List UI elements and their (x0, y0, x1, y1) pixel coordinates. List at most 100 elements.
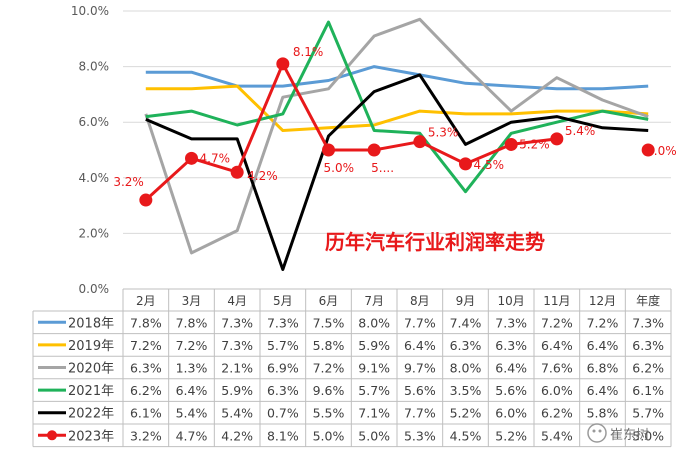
data-point (230, 165, 244, 179)
table-cell: 7.3% (221, 338, 253, 353)
watermark-icon-eye (598, 429, 602, 433)
table-cell: 7.7% (404, 406, 436, 421)
y-tick-label: 8.0% (79, 60, 110, 74)
table-cell: 6.4% (541, 338, 573, 353)
table-cell: 7.3% (267, 315, 299, 330)
table-cell: 4.5% (450, 428, 482, 443)
series-line (145, 20, 649, 194)
legend-label: 2022年 (68, 407, 114, 422)
x-tick-label: 3月 (182, 294, 202, 308)
data-label: 4.5% (474, 158, 505, 172)
table-cell: 5.8% (313, 338, 345, 353)
table-cell: 6.3% (632, 338, 664, 353)
table-cell: 6.0% (495, 406, 527, 421)
series-line (145, 73, 649, 271)
table-cell: 7.4% (450, 315, 482, 330)
data-point (367, 143, 381, 157)
table-cell: 7.2% (130, 338, 162, 353)
table-cell: 6.3% (495, 338, 527, 353)
data-label: 5.0% (324, 161, 355, 175)
table-cell: 9.1% (358, 361, 390, 376)
table-cell: 5.0% (313, 428, 345, 443)
table-cell: 6.1% (130, 406, 162, 421)
table-cell: 8.1% (267, 428, 299, 443)
watermark-text: 崔东树 (610, 427, 649, 443)
table-cell: 5.4% (221, 406, 253, 421)
watermark-icon (587, 423, 607, 443)
table-cell: 9.7% (404, 361, 436, 376)
data-table: 2月 3月 4月 5月 6月 7月 8月 9月 10月 11月 12月 年度 2018年 7.8% 7.8%… (32, 288, 672, 448)
table-cell: 6.4% (404, 338, 436, 353)
x-tick-label: 10月 (498, 294, 525, 308)
data-label: 4.2% (247, 169, 278, 183)
table-cell: 7.3% (632, 315, 664, 330)
x-tick-label: 5月 (273, 294, 293, 308)
x-tick-label: 8月 (410, 294, 430, 308)
chart-title: 历年汽车行业利润率走势 (325, 230, 545, 254)
table-cell: 7.8% (176, 315, 208, 330)
data-label: 8.1% (293, 45, 324, 59)
series-line (145, 65, 649, 91)
table-cell: 5.6% (404, 383, 436, 398)
legend-label: 2023年 (68, 429, 114, 444)
table-cell: 6.0% (541, 383, 573, 398)
table-cell: 2.1% (221, 361, 253, 376)
legend-marker (47, 430, 57, 441)
data-point (139, 193, 153, 207)
y-tick-label: 10.0% (71, 4, 109, 18)
table-cell: 6.1% (632, 383, 664, 398)
data-point (550, 132, 564, 146)
data-label: 5.0% (646, 144, 677, 158)
table-cell: 4.7% (176, 428, 208, 443)
table-cell: 6.4% (495, 361, 527, 376)
series-line (144, 17, 649, 255)
data-label: 5.3% (428, 126, 459, 140)
table-cell: 7.2% (541, 315, 573, 330)
table-cell: 5.9% (221, 383, 253, 398)
table-cell: 6.2% (130, 383, 162, 398)
y-tick-label: 0.0% (79, 282, 110, 296)
table-cell: 1.3% (176, 361, 208, 376)
table-cell: 5.9% (358, 338, 390, 353)
table-cell: 5.4% (176, 406, 208, 421)
table-cell: 6.3% (450, 338, 482, 353)
table-cell: 5.2% (495, 428, 527, 443)
data-label: 5.... (371, 161, 394, 175)
table-cell: 8.0% (358, 315, 390, 330)
table-cell: 5.5% (313, 406, 345, 421)
watermark-icon-eye (592, 429, 596, 433)
table-cell: 7.5% (313, 315, 345, 330)
legend-label: 2019年 (68, 339, 114, 354)
table-cell: 7.7% (404, 315, 436, 330)
table-cell: 6.4% (176, 383, 208, 398)
x-tick-label: 4月 (227, 294, 247, 308)
table-cell: 7.2% (313, 361, 345, 376)
table-cell: 5.0% (358, 428, 390, 443)
table-cell: 6.3% (130, 361, 162, 376)
table-cell: 5.3% (404, 428, 436, 443)
table-cell: 3.5% (450, 383, 482, 398)
table-cell: 6.2% (541, 406, 573, 421)
table-cell: 5.7% (358, 383, 390, 398)
y-tick-label: 2.0% (79, 226, 110, 240)
grid-layer: 0.0% 2.0% 4.0% 6.0% 8.0% 10.0% (71, 4, 671, 296)
table-cell: 6.9% (267, 361, 299, 376)
x-tick-label: 2月 (136, 294, 156, 308)
table-cell: 5.8% (587, 406, 619, 421)
y-tick-label: 4.0% (79, 171, 110, 185)
x-tick-label: 年度 (636, 293, 660, 308)
y-tick-label: 6.0% (79, 115, 110, 129)
data-point (459, 157, 472, 171)
table-cell: 5.2% (450, 406, 482, 421)
data-point (185, 151, 198, 165)
table-cell: 6.4% (587, 338, 619, 353)
watermark: 崔东树 (587, 423, 649, 443)
table-cell: 6.3% (267, 383, 299, 398)
data-point (413, 135, 427, 149)
table-cell: 7.3% (495, 315, 527, 330)
legend-label: 2021年 (68, 384, 114, 399)
table-cell: 4.2% (221, 428, 253, 443)
table-cell: 6.2% (632, 361, 664, 376)
